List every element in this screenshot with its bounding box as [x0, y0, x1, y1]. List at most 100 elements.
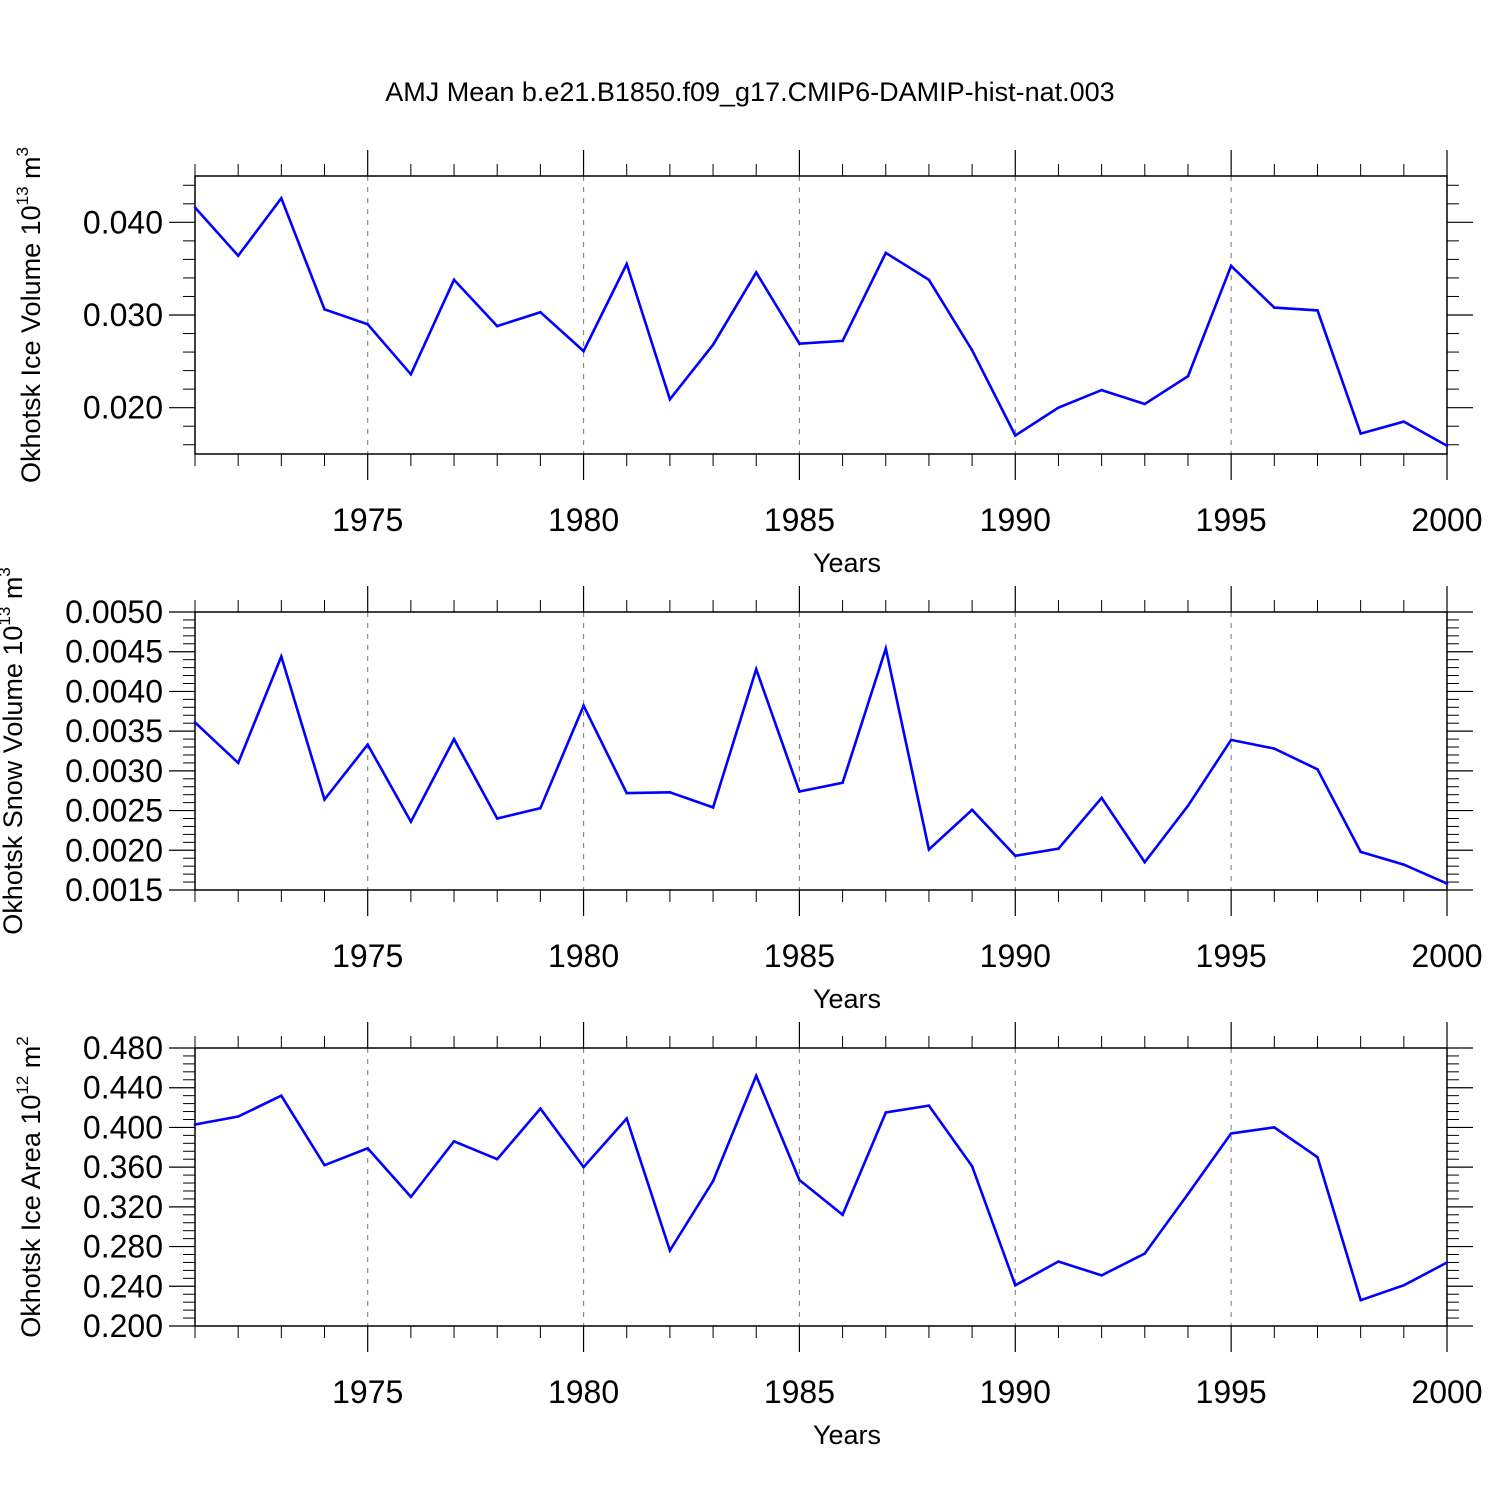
- data-point: [927, 278, 931, 282]
- data-point: [668, 1249, 672, 1252]
- y-axis-label: Okhotsk Ice Volume 1013 m3: [13, 147, 46, 483]
- x-tick-label: 1995: [1196, 1374, 1267, 1410]
- data-point: [1013, 1283, 1017, 1287]
- x-tick-label: 2000: [1411, 938, 1482, 974]
- data-point: [1359, 1298, 1362, 1302]
- data-point: [409, 373, 413, 376]
- data-point: [970, 808, 974, 812]
- data-point: [970, 348, 974, 352]
- data-point: [495, 324, 499, 328]
- data-point: [1273, 306, 1276, 309]
- x-tick-label: 1990: [980, 502, 1051, 538]
- data-point: [1445, 1261, 1449, 1264]
- data-point: [366, 322, 369, 326]
- data-point: [927, 1104, 931, 1107]
- data-point: [841, 339, 844, 343]
- y-axis-label-exponent: 12: [13, 1076, 32, 1095]
- data-point: [1057, 847, 1060, 850]
- data-point: [366, 743, 369, 746]
- data-point: [323, 1163, 326, 1167]
- plot-frame: [194, 175, 1448, 455]
- x-tick-label: 1975: [332, 938, 403, 974]
- series-line: [194, 1072, 1448, 1302]
- x-axis-label: Years: [813, 548, 881, 578]
- y-axis-label-unit-power: 2: [13, 1036, 32, 1045]
- x-tick-label: 1995: [1196, 938, 1267, 974]
- panel-2: 0.00150.00200.00250.00300.00350.00400.00…: [0, 567, 1483, 1014]
- y-tick-label: 0.0050: [65, 594, 163, 630]
- y-axis-label-unit-power: 3: [13, 147, 32, 156]
- y-axis-label-unit: m: [16, 1046, 46, 1076]
- data-point: [841, 1213, 844, 1217]
- data-point: [452, 1140, 456, 1143]
- plot-frame: [194, 611, 1448, 891]
- data-point: [452, 737, 456, 741]
- y-axis-label-exponent: 13: [13, 186, 32, 205]
- y-axis-label-exponent: 13: [0, 607, 14, 626]
- data-point: [193, 1123, 197, 1126]
- x-axis-label: Years: [813, 984, 881, 1014]
- y-tick-label: 0.240: [83, 1268, 163, 1304]
- data-point: [1316, 309, 1319, 312]
- data-point: [1057, 1260, 1060, 1263]
- data-point: [366, 1146, 369, 1150]
- x-tick-label: 1975: [332, 502, 403, 538]
- y-axis-label-unit-power: 3: [0, 567, 14, 576]
- x-tick-label: 1990: [980, 1374, 1051, 1410]
- data-point: [582, 349, 585, 353]
- data-point: [798, 790, 801, 793]
- x-tick-label: 1995: [1196, 502, 1267, 538]
- chart-title: AMJ Mean b.e21.B1850.f09_g17.CMIP6-DAMIP…: [385, 77, 1114, 107]
- data-point: [1402, 1283, 1406, 1287]
- y-tick-label: 0.0035: [65, 713, 163, 749]
- y-axis-label: Okhotsk Snow Volume 1013 m3: [0, 567, 28, 935]
- panels: 0.020 0.030 0.040 1975 1980 1985 1990 1995 2000 Y…: [0, 147, 1483, 1450]
- data-point: [323, 798, 326, 801]
- y-tick-label: 0.440: [83, 1070, 163, 1106]
- x-tick-label: 1980: [548, 938, 619, 974]
- x-tick-label: 1990: [980, 938, 1051, 974]
- data-point: [884, 647, 888, 650]
- y-tick-label: 0.200: [83, 1308, 163, 1344]
- data-point: [1316, 1155, 1319, 1159]
- y-tick-label: 0.040: [83, 204, 163, 240]
- data-point: [539, 1107, 542, 1110]
- data-point: [323, 308, 326, 311]
- data-point: [1186, 804, 1190, 808]
- data-point: [1359, 432, 1362, 435]
- data-point: [1273, 1126, 1276, 1129]
- data-point: [1143, 1252, 1147, 1255]
- data-point: [668, 791, 672, 794]
- y-tick-label: 0.0040: [65, 673, 163, 709]
- data-point: [280, 196, 283, 200]
- data-point: [625, 1117, 629, 1120]
- y-tick-label: 0.360: [83, 1149, 163, 1185]
- x-tick-label: 1985: [764, 1374, 835, 1410]
- y-axis-label-unit: m: [0, 577, 28, 607]
- data-point: [1402, 863, 1406, 866]
- data-point: [625, 791, 629, 795]
- y-tick-label: 0.020: [83, 390, 163, 426]
- y-tick-label: 0.0015: [65, 872, 163, 908]
- data-point: [1229, 1132, 1233, 1135]
- data-point: [625, 262, 629, 266]
- data-point: [711, 806, 715, 809]
- data-point: [236, 254, 240, 257]
- data-point: [668, 398, 672, 401]
- data-point: [1186, 1192, 1190, 1196]
- panel-1: 0.020 0.030 0.040 1975 1980 1985 1990 1995 2000 Y…: [13, 147, 1483, 578]
- data-point: [927, 848, 931, 851]
- data-point: [798, 342, 801, 346]
- data-point: [1143, 402, 1147, 406]
- y-tick-label: 0.0045: [65, 634, 163, 670]
- plot-frame: [194, 1047, 1448, 1327]
- data-point: [754, 1074, 758, 1078]
- data-point: [1100, 1274, 1103, 1277]
- data-point: [1186, 374, 1190, 378]
- data-point: [1143, 860, 1147, 864]
- y-axis-label-unit: m: [16, 156, 46, 186]
- data-point: [1359, 850, 1362, 854]
- data-point: [495, 1157, 499, 1161]
